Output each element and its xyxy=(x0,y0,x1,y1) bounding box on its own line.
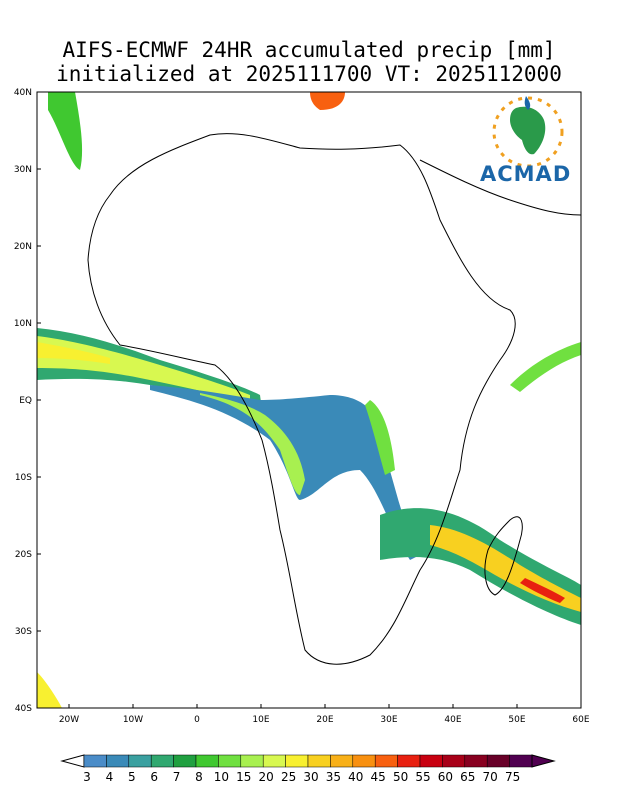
lat-label: 20N xyxy=(14,242,32,252)
colorbar-swatch xyxy=(106,754,130,768)
logo-text: ACMAD xyxy=(480,162,572,186)
colorbar-swatch xyxy=(173,754,197,768)
colorbar-level-label: 8 xyxy=(195,770,203,784)
colorbar-over-arrow xyxy=(531,754,556,768)
colorbar-level-label: 3 xyxy=(83,770,91,784)
africa-sun-logo-icon xyxy=(478,86,578,190)
colorbar-level-label: 60 xyxy=(437,770,454,784)
lat-label: 20S xyxy=(15,550,32,560)
colorbar-swatch xyxy=(240,754,264,768)
colorbar-level-label: 4 xyxy=(105,770,114,784)
coastlines xyxy=(87,133,581,665)
precip-band-central xyxy=(150,385,420,560)
colorbar-level-label: 25 xyxy=(280,770,297,784)
lat-label: EQ xyxy=(19,396,32,406)
precip-north-med xyxy=(310,92,345,110)
colorbar-level-label: 45 xyxy=(370,770,386,784)
precip-core-west-atlantic xyxy=(37,336,250,402)
colorbar-swatch xyxy=(307,754,331,768)
colorbar-swatch xyxy=(486,754,510,768)
precip-core-central xyxy=(200,393,305,495)
colorbar-level-label: 10 xyxy=(213,770,230,784)
colorbar-swatch xyxy=(330,754,354,768)
lat-label: 40S xyxy=(15,704,32,714)
colorbar-level-label: 50 xyxy=(392,770,409,784)
lon-label: 30E xyxy=(380,715,397,725)
colorbar-swatch xyxy=(442,754,466,768)
colorbar-level-label: 7 xyxy=(172,770,181,784)
lon-label: 50E xyxy=(508,715,525,725)
precip-southwest-corner xyxy=(37,672,62,708)
colorbar-swatch xyxy=(195,754,219,768)
colorbar-swatch xyxy=(509,754,533,768)
colorbar-level-label: 20 xyxy=(258,770,274,784)
colorbar-swatch xyxy=(218,754,242,768)
colorbar-level-label: 65 xyxy=(460,770,476,784)
colorbar-swatch xyxy=(83,754,107,768)
colorbar-swatch xyxy=(262,754,286,768)
lat-label: 40N xyxy=(14,88,32,98)
precip-hot-indian-ocean xyxy=(520,578,565,603)
colorbar-under-arrow xyxy=(60,754,85,768)
madagascar-coastline xyxy=(484,516,523,596)
colorbar-level-label: 35 xyxy=(325,770,342,784)
colorbar-swatch xyxy=(150,754,174,768)
lon-label: 0 xyxy=(194,715,200,725)
colorbar-swatch xyxy=(419,754,443,768)
chart-title-line1: AIFS-ECMWF 24HR accumulated precip [mm] xyxy=(62,38,556,62)
lat-label: 10S xyxy=(15,473,32,483)
colorbar-level-label: 70 xyxy=(482,770,498,784)
colorbar-level-label: 15 xyxy=(236,770,252,784)
precip-band-northeast xyxy=(510,342,581,392)
chart-title-line2: initialized at 2025111700 VT: 2025112000 xyxy=(56,62,562,86)
lon-label: 60E xyxy=(572,715,589,725)
precip-northwest xyxy=(48,92,83,170)
colorbar-level-label: 30 xyxy=(303,770,319,784)
lon-label: 40E xyxy=(444,715,461,725)
latitude-ticks: 40N 30N 20N 10N EQ 10S 20S 30S 40S xyxy=(14,88,41,714)
colorbar-level-label: 5 xyxy=(127,770,136,784)
colorbar-level-label: 6 xyxy=(150,770,158,784)
precip-field xyxy=(37,92,581,708)
colorbar-swatch xyxy=(397,754,421,768)
longitude-ticks: 20W 10W 0 10E 20E 30E 40E 50E 60E xyxy=(59,704,590,725)
colorbar-swatch xyxy=(285,754,309,768)
arabian-coastline xyxy=(419,159,581,216)
africa-coastline xyxy=(87,133,516,665)
precip-cluster-east xyxy=(365,400,395,475)
colorbar-level-label: 55 xyxy=(415,770,431,784)
lat-label: 30S xyxy=(15,627,32,637)
colorbar-level-label: 75 xyxy=(504,770,521,784)
lon-label: 20E xyxy=(316,715,333,725)
colorbar-swatch xyxy=(464,754,488,768)
colorbar xyxy=(60,754,556,768)
lon-label: 20W xyxy=(59,715,79,725)
lon-label: 10E xyxy=(252,715,269,725)
colorbar-level-label: 40 xyxy=(348,770,364,784)
lat-label: 30N xyxy=(14,165,32,175)
lat-label: 10N xyxy=(14,319,32,329)
colorbar-swatch xyxy=(374,754,398,768)
precip-hot-west-atlantic xyxy=(37,342,110,364)
lon-label: 10W xyxy=(123,715,143,725)
colorbar-swatch xyxy=(352,754,376,768)
colorbar-swatch xyxy=(128,754,152,768)
